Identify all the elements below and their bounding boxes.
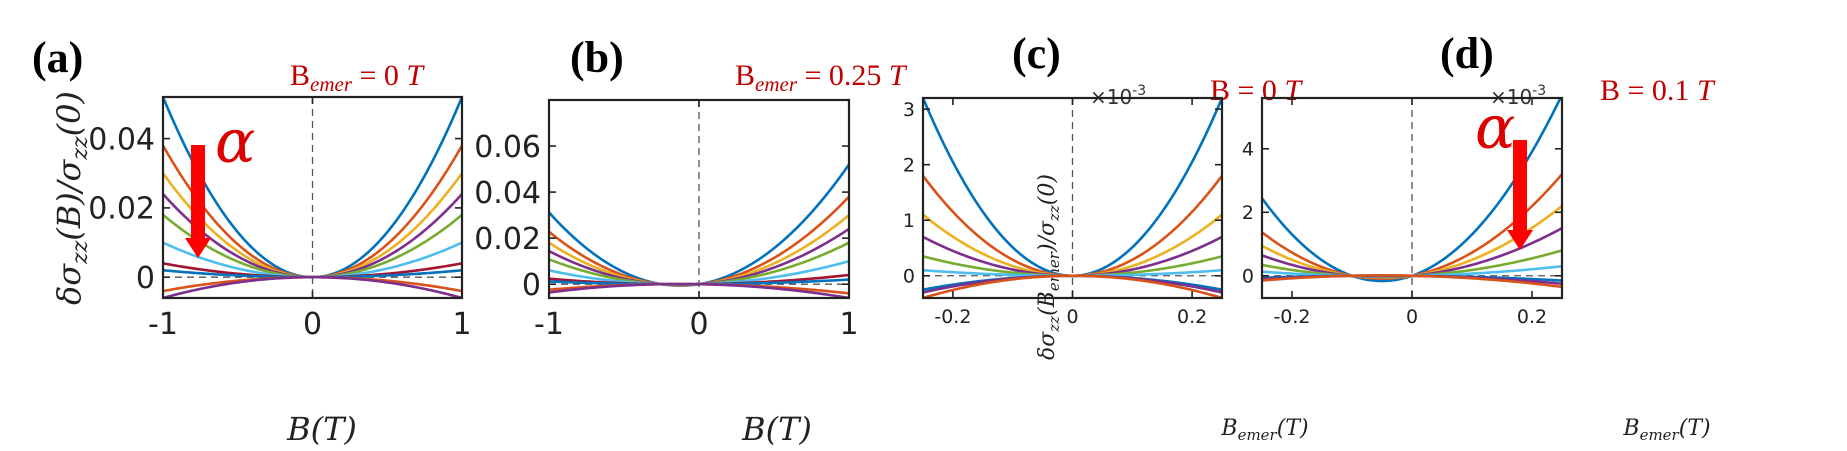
- x-axis-label-d: Bemer(T): [1622, 416, 1710, 444]
- series-group-a: [163, 97, 462, 298]
- y-tick-label-b: 0.04: [474, 176, 541, 211]
- y-tick-label-c: 0: [903, 266, 915, 288]
- x-tick-label-b: -1: [534, 307, 564, 342]
- y-tick-label-d: 2: [1242, 202, 1254, 224]
- x-tick-label-b: 0: [689, 307, 708, 342]
- panel-a: (a) Bemer = 0 T δσzz(B)/σzz(0) B(T) -1 0 1…: [32, 33, 472, 448]
- series-group-d: [1262, 98, 1562, 289]
- series-line-b-10: [549, 282, 849, 298]
- x-tick-label-b: 1: [839, 307, 858, 342]
- alpha-arrow-a: [185, 145, 211, 258]
- plot-area-a: -1 0 1 0 0.02 0.04 α: [88, 95, 472, 342]
- alpha-arrow-d: [1507, 140, 1533, 250]
- series-line-d-9: [1262, 274, 1562, 289]
- panel-c: (c) ×10-3 B = 0 T δσzz(Bemer)/σzz(0) Bem…: [903, 29, 1309, 444]
- plot-area-c: -0.2 0 0.2 0 1 2 3: [903, 96, 1224, 328]
- y-tick-label-d: 4: [1242, 139, 1254, 161]
- panel-label-b: (b): [570, 33, 624, 82]
- panel-label-d: (d): [1440, 29, 1494, 78]
- x-tick-label-d: -0.2: [1273, 306, 1310, 328]
- x-tick-label-c: 0: [1066, 306, 1078, 328]
- alpha-label-a: α: [215, 107, 256, 177]
- x-tick-label-d: 0.2: [1517, 306, 1547, 328]
- x-tick-label-a: 0: [303, 307, 322, 342]
- y-tick-label-a: 0: [136, 261, 155, 296]
- exponent-label-c: ×10-3: [1090, 83, 1146, 109]
- alpha-label-d: α: [1475, 93, 1516, 163]
- series-group-c: [923, 98, 1222, 298]
- y-tick-label-c: 2: [903, 155, 915, 177]
- y-tick-label-b: 0: [522, 268, 541, 303]
- chart-title-c: B = 0 T: [1210, 74, 1303, 107]
- panel-label-a: (a): [32, 33, 83, 82]
- x-tick-label-a: -1: [148, 307, 178, 342]
- y-tick-label-c: 1: [903, 210, 915, 232]
- panel-b: (b) Bemer = 0.25 T B(T) -1 0 1 0 0.02 0.04 0.0…: [474, 33, 908, 448]
- chart-title-b: Bemer = 0.25 T: [735, 59, 908, 96]
- panel-label-c: (c): [1012, 29, 1061, 78]
- panel-d: (d) ×10-3 B = 0.1 T Bemer(T) -0.2 0 0.2024…: [1242, 29, 1716, 444]
- y-tick-label-a: 0.04: [88, 122, 155, 157]
- y-tick-label-b: 0.06: [474, 130, 541, 165]
- x-axis-label-b: B(T): [741, 410, 812, 448]
- y-tick-label-c: 3: [903, 99, 915, 121]
- series-line-a-10: [163, 275, 462, 298]
- x-axis-label-a: B(T): [286, 410, 357, 448]
- x-tick-label-d: 0: [1406, 306, 1418, 328]
- x-tick-label-c: -0.2: [934, 306, 971, 328]
- y-tick-label-d: 0: [1242, 266, 1254, 288]
- y-tick-label-b: 0.02: [474, 222, 541, 257]
- x-tick-label-c: 0.2: [1177, 306, 1207, 328]
- series-group-b: [549, 163, 849, 298]
- chart-title-a: Bemer = 0 T: [290, 59, 425, 96]
- chart-title-d: B = 0.1 T: [1600, 74, 1716, 107]
- y-tick-label-a: 0.02: [88, 192, 155, 227]
- plot-area-b: -1 0 1 0 0.02 0.04 0.06: [474, 98, 859, 342]
- x-axis-label-c: Bemer(T): [1220, 416, 1308, 444]
- x-tick-label-a: 1: [452, 307, 471, 342]
- plot-area-d: -0.2 0 0.2 0 2 4 α: [1242, 93, 1564, 328]
- series-line-c-9: [923, 274, 1222, 298]
- y-axis-label-a: δσzz(B)/σzz(0): [50, 91, 93, 305]
